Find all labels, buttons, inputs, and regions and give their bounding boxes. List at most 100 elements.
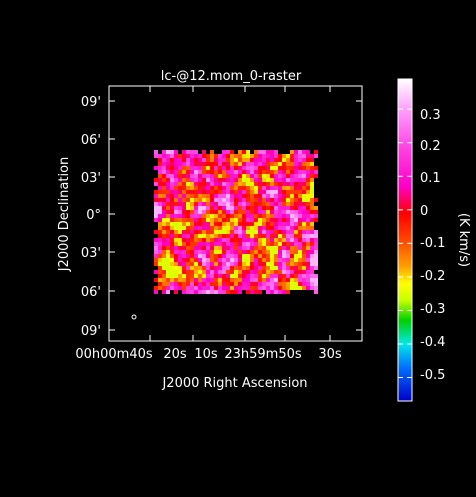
heatmap-cell — [202, 230, 206, 234]
heatmap-cell — [170, 194, 174, 198]
heatmap-cell — [162, 286, 166, 290]
heatmap-cell — [258, 186, 262, 190]
heatmap-cell — [218, 206, 222, 210]
heatmap-cell — [218, 230, 222, 234]
chart-title: lc-@12.mom_0-raster — [161, 69, 302, 84]
heatmap-cell — [314, 154, 318, 158]
heatmap-cell — [234, 158, 238, 162]
heatmap-cell — [290, 234, 294, 238]
heatmap-cell — [310, 266, 314, 270]
heatmap-cell — [298, 190, 302, 194]
heatmap-cell — [206, 258, 210, 262]
heatmap-cell — [298, 162, 302, 166]
heatmap-cell — [230, 158, 234, 162]
heatmap-cell — [182, 270, 186, 274]
heatmap-cell — [274, 234, 278, 238]
heatmap-cell — [286, 170, 290, 174]
heatmap-cell — [238, 198, 242, 202]
heatmap-cell — [286, 158, 290, 162]
heatmap-cell — [278, 178, 282, 182]
heatmap-cell — [258, 226, 262, 230]
heatmap-cell — [274, 182, 278, 186]
heatmap-cell — [194, 198, 198, 202]
heatmap-cell — [310, 194, 314, 198]
heatmap-cell — [206, 262, 210, 266]
heatmap-cell — [218, 162, 222, 166]
heatmap-cell — [202, 266, 206, 270]
heatmap-cell — [274, 202, 278, 206]
heatmap-cell — [214, 154, 218, 158]
heatmap-cell — [310, 242, 314, 246]
heatmap-cell — [310, 170, 314, 174]
heatmap-cell — [174, 270, 178, 274]
heatmap-cell — [198, 166, 202, 170]
heatmap-cell — [282, 246, 286, 250]
heatmap-cell — [250, 286, 254, 290]
heatmap-cell — [262, 262, 266, 266]
heatmap-cell — [202, 238, 206, 242]
x-tick-label: 23h59m50s — [224, 347, 302, 362]
heatmap-cell — [310, 250, 314, 254]
heatmap-cell — [262, 206, 266, 210]
heatmap-cell — [182, 210, 186, 214]
heatmap-cell — [202, 162, 206, 166]
heatmap-cell — [214, 214, 218, 218]
heatmap-cell — [194, 230, 198, 234]
heatmap-cell — [202, 190, 206, 194]
heatmap-cell — [222, 202, 226, 206]
heatmap-cell — [222, 214, 226, 218]
heatmap-cell — [214, 270, 218, 274]
heatmap-cell — [166, 222, 170, 226]
heatmap-cell — [270, 170, 274, 174]
heatmap-cell — [158, 286, 162, 290]
heatmap-cell — [190, 198, 194, 202]
heatmap-cell — [298, 178, 302, 182]
heatmap-cell — [206, 194, 210, 198]
heatmap-cell — [234, 274, 238, 278]
heatmap-cell — [226, 262, 230, 266]
heatmap-cell — [298, 214, 302, 218]
heatmap-cell — [238, 202, 242, 206]
heatmap-cell — [310, 166, 314, 170]
heatmap-cell — [178, 278, 182, 282]
heatmap-cell — [302, 250, 306, 254]
heatmap-cell — [298, 234, 302, 238]
heatmap-cell — [154, 150, 158, 154]
heatmap-cell — [222, 190, 226, 194]
heatmap-cell — [222, 282, 226, 286]
heatmap-cell — [234, 178, 238, 182]
heatmap-cell — [238, 278, 242, 282]
heatmap-cell — [162, 258, 166, 262]
heatmap-cell — [266, 170, 270, 174]
heatmap-cell — [278, 254, 282, 258]
heatmap-cell — [250, 218, 254, 222]
heatmap-cell — [310, 270, 314, 274]
heatmap-cell — [178, 186, 182, 190]
heatmap-cell — [194, 238, 198, 242]
heatmap-cell — [254, 266, 258, 270]
y-tick-label: 03' — [81, 246, 101, 261]
heatmap-cell — [246, 194, 250, 198]
heatmap-cell — [250, 242, 254, 246]
heatmap-cell — [238, 266, 242, 270]
heatmap-cell — [286, 174, 290, 178]
heatmap-cell — [262, 270, 266, 274]
heatmap-cell — [194, 266, 198, 270]
heatmap-cell — [262, 186, 266, 190]
heatmap-cell — [250, 282, 254, 286]
heatmap-cell — [162, 254, 166, 258]
heatmap-cell — [206, 250, 210, 254]
heatmap-cell — [162, 290, 166, 294]
heatmap-cell — [234, 266, 238, 270]
heatmap-cell — [230, 202, 234, 206]
heatmap-cell — [246, 274, 250, 278]
heatmap-cell — [270, 206, 274, 210]
heatmap-cell — [238, 242, 242, 246]
heatmap-cell — [254, 206, 258, 210]
heatmap-cell — [290, 286, 294, 290]
heatmap-cell — [230, 190, 234, 194]
heatmap-cell — [290, 254, 294, 258]
heatmap-cell — [278, 250, 282, 254]
heatmap-cell — [286, 250, 290, 254]
y-tick-label: 06' — [81, 133, 101, 148]
